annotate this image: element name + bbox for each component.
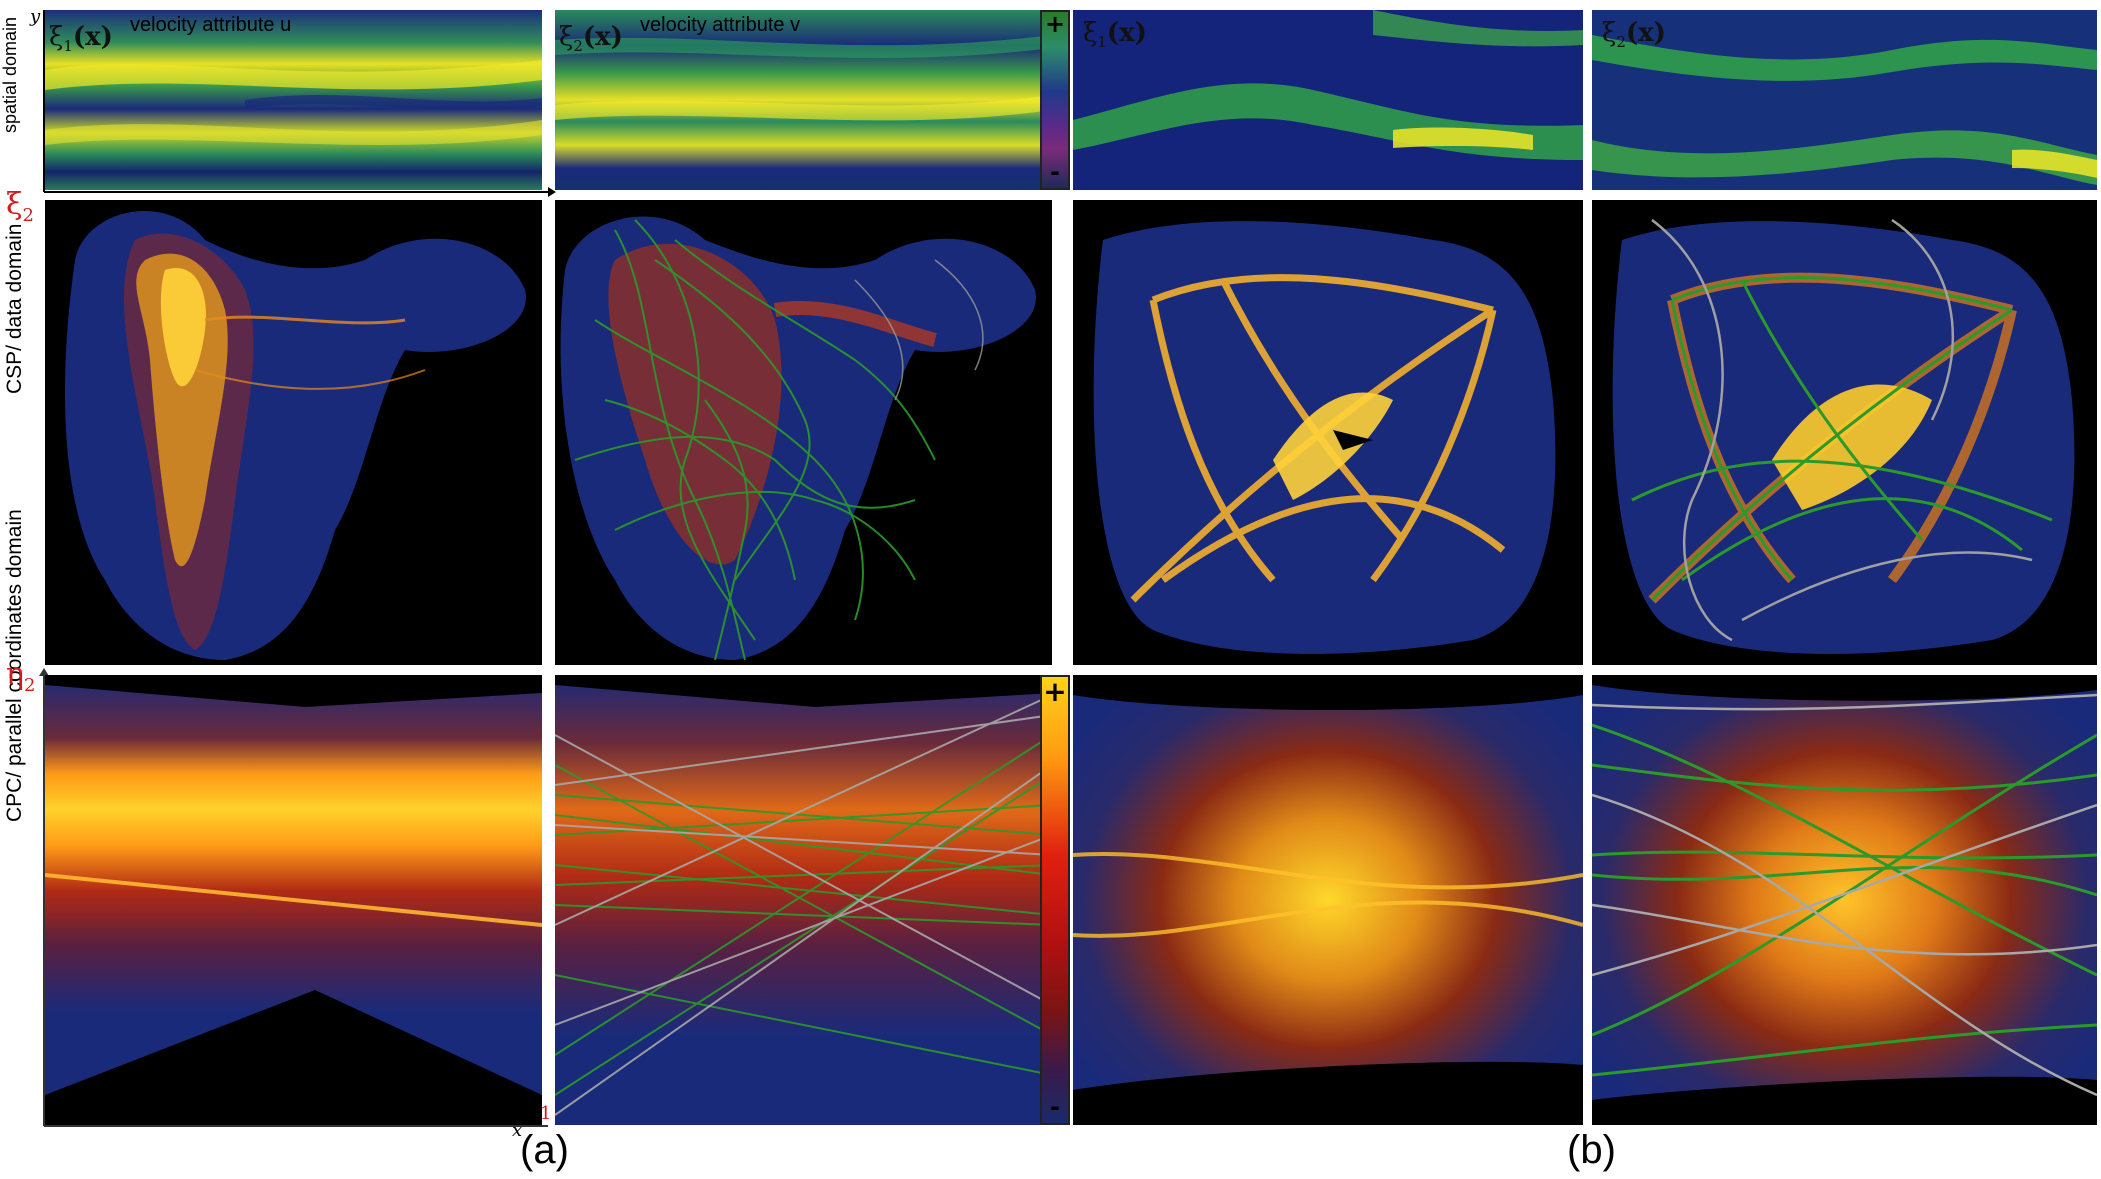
panel-b-cpc-lines — [1592, 675, 2097, 1125]
axis-y-letter: y — [30, 6, 41, 27]
a-spatial-u-attribute-label: velocity attribute u — [130, 14, 292, 36]
axis-x-letter: x — [512, 1120, 523, 1141]
a-spatial-u-xi-label: ξ1(x) — [49, 22, 113, 56]
panel-b-cpc-density — [1073, 675, 1583, 1125]
row-label-spatial: spatial domain — [0, 16, 20, 134]
panel-b-spatial-xi1: ξ1(x) — [1073, 10, 1583, 190]
a-spatial-v-xi-label: ξ2(x) — [559, 22, 623, 56]
panel-a-csp-density — [45, 200, 542, 665]
a-spatial-v-attribute-label: velocity attribute v — [640, 14, 801, 36]
panel-a-spatial-u: ξ1(x) velocity attribute u — [45, 10, 542, 190]
spatial-colorbar-plus: + — [1044, 10, 1066, 38]
axis-eta2-label: η2 — [6, 657, 36, 696]
panel-a-cpc-lines — [555, 675, 1052, 1125]
subfigure-label-b: (b) — [1567, 1128, 1616, 1172]
panel-b-spatial-xi2: ξ2(x) — [1592, 10, 2097, 190]
panel-a-csp-lines — [555, 200, 1052, 665]
panel-b-csp-lines — [1592, 200, 2097, 665]
spatial-colorbar: + - — [1040, 10, 1070, 190]
b-spatial-xi2-label: ξ2(x) — [1602, 18, 1666, 52]
panel-a-spatial-v: ξ2(x) velocity attribute v — [555, 10, 1052, 190]
spatial-colorbar-minus: - — [1050, 158, 1060, 186]
density-colorbar: + - — [1040, 675, 1070, 1125]
panel-a-cpc-density — [45, 675, 542, 1125]
b-spatial-xi1-label: ξ1(x) — [1083, 18, 1147, 52]
subfigure-label-a: (a) — [520, 1128, 569, 1172]
row-label-csp: CSP/ data domain — [3, 223, 26, 394]
axis-xi2-label: ξ2 — [6, 187, 34, 226]
density-colorbar-minus: - — [1050, 1093, 1060, 1121]
density-colorbar-plus: + — [1043, 675, 1067, 708]
panel-b-csp-density — [1073, 200, 1583, 665]
